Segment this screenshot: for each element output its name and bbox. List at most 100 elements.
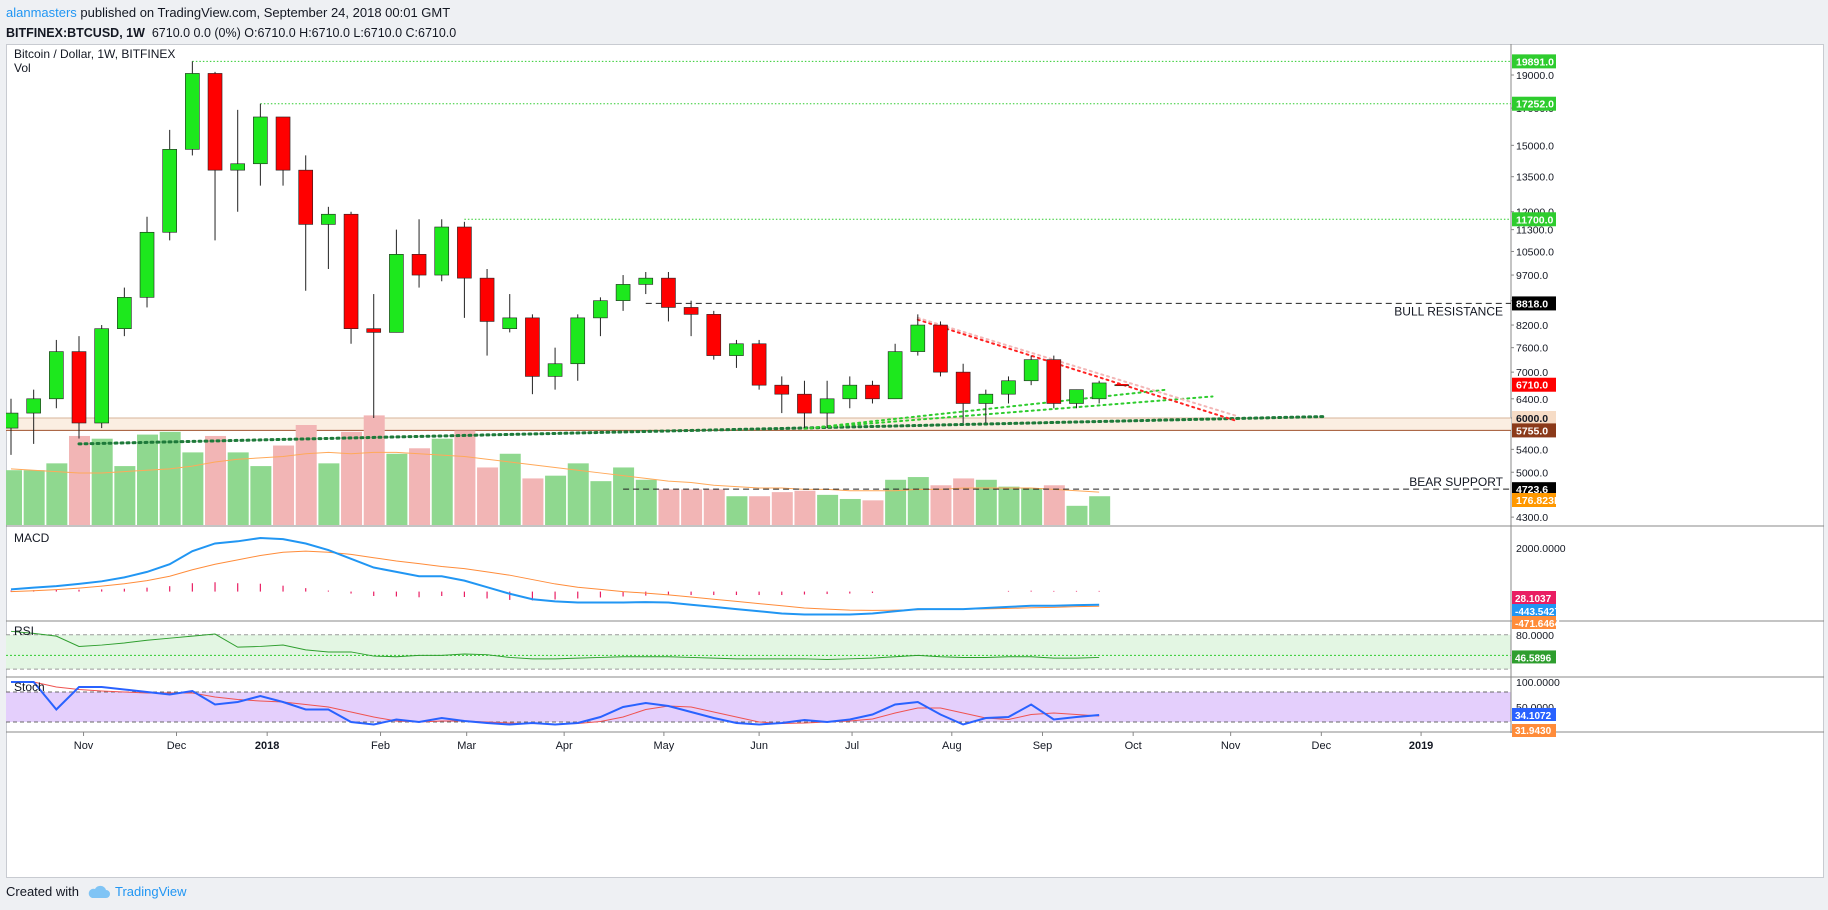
- volume-bar: [137, 434, 159, 525]
- candle-body: [230, 163, 245, 171]
- time-label: Aug: [942, 740, 962, 752]
- rsi-tick-label: 80.0000: [1516, 630, 1554, 642]
- candle-body: [479, 277, 495, 322]
- macd-title: MACD: [14, 531, 50, 545]
- level-label-bg: [1512, 96, 1556, 111]
- candle-body: [1023, 359, 1039, 382]
- stoch-k-value-label: 34.1072: [1515, 711, 1552, 722]
- volume-bar: [6, 470, 22, 525]
- level-text: BEAR SUPPORT: [1409, 475, 1503, 489]
- stoch-title: Stoch: [14, 680, 45, 694]
- time-label: Feb: [371, 740, 390, 752]
- volume-bar: [1043, 485, 1065, 525]
- rsi-line: [10, 630, 1100, 661]
- candle-body: [411, 254, 427, 276]
- volume-bar: [658, 489, 680, 525]
- volume-bar: [409, 448, 431, 525]
- publish-line: alanmasters published on TradingView.com…: [6, 3, 456, 23]
- symbol-label: BITFINEX:BTCUSD, 1W: [6, 26, 145, 40]
- volume-bar: [567, 463, 589, 525]
- last-price-label: 6710.0: [1516, 380, 1548, 392]
- volume-bar: [930, 485, 952, 525]
- rsi-band: [6, 634, 1511, 670]
- volume-bar: [91, 438, 113, 525]
- macd-tick-label: 2000.0000: [1516, 543, 1566, 555]
- volume-bar: [885, 479, 907, 525]
- candle-body: [6, 412, 19, 429]
- rsi-value-bg: [1512, 650, 1556, 664]
- candle-body: [1091, 382, 1107, 400]
- trend-line: [916, 318, 1237, 422]
- stoch-d-value-bg: [1512, 724, 1556, 737]
- author-link[interactable]: alanmasters: [6, 5, 77, 20]
- cloud-logo-icon: [88, 885, 110, 898]
- candle-body: [525, 317, 540, 377]
- volume-bar: [363, 415, 385, 525]
- rsi-title: RSI: [14, 624, 34, 638]
- volume-bar: [454, 430, 476, 525]
- price-tick-label: 19000.0: [1516, 70, 1554, 82]
- zone-top-label-bg: [1512, 411, 1556, 425]
- level-label-bg: [1512, 296, 1556, 311]
- price-tick-label: 13500.0: [1516, 172, 1554, 184]
- volume-bar: [839, 498, 861, 525]
- quote-values: 6710.0 0.0 (0%) O:6710.0 H:6710.0 L:6710…: [151, 26, 457, 40]
- volume-bar: [273, 445, 295, 525]
- price-tick-label: 4300.0: [1516, 512, 1548, 524]
- volume-bar: [703, 489, 725, 525]
- volume-bar: [227, 452, 249, 525]
- time-label: Dec: [1312, 740, 1332, 752]
- candle-body: [842, 384, 858, 400]
- volume-bar: [431, 438, 453, 525]
- trend-line: [803, 395, 1214, 430]
- volume-value-label: 176.823K: [1516, 495, 1562, 507]
- level-label: 19891.0: [1516, 56, 1554, 68]
- price-tick-label: 8200.0: [1516, 320, 1548, 332]
- volume-bar: [749, 496, 771, 525]
- volume-bar: [817, 494, 839, 525]
- volume-bar: [794, 490, 816, 525]
- time-label: 2018: [255, 740, 279, 752]
- chart-header: alanmasters published on TradingView.com…: [6, 3, 456, 43]
- macd-value-bg: [1512, 616, 1556, 629]
- volume-bar: [386, 453, 408, 525]
- time-label: 2019: [1409, 740, 1433, 752]
- time-label: Jun: [750, 740, 768, 752]
- time-label: Nov: [1221, 740, 1241, 752]
- candle-body: [683, 307, 699, 315]
- candle-body: [615, 284, 631, 301]
- price-tick-label: 10500.0: [1516, 246, 1554, 258]
- candle-body: [434, 226, 450, 276]
- volume-bar: [545, 475, 567, 525]
- candle-body: [774, 384, 790, 395]
- candle-body: [343, 213, 359, 329]
- volume-bar: [69, 435, 91, 525]
- candle-body: [502, 317, 518, 329]
- candle-body: [593, 300, 608, 319]
- candle-body: [1046, 359, 1062, 404]
- level-label-bg: [1512, 212, 1556, 227]
- zone-bottom-label: 5755.0: [1516, 425, 1548, 437]
- candle-body: [207, 73, 223, 171]
- level-label-bg: [1512, 54, 1556, 69]
- created-with-text: Created with: [6, 884, 79, 899]
- candle-body: [1069, 389, 1084, 404]
- macd-value-label: -443.5427: [1515, 607, 1560, 618]
- volume-bar: [318, 463, 340, 525]
- price-tick-label: 9700.0: [1516, 270, 1548, 282]
- chart-title: Bitcoin / Dollar, 1W, BITFINEX: [14, 47, 175, 61]
- tradingview-brand[interactable]: TradingView: [87, 884, 187, 899]
- time-label: Oct: [1125, 740, 1142, 752]
- volume-bar: [1066, 505, 1088, 525]
- volume-value-label-bg: [1512, 493, 1556, 507]
- candle-body: [978, 393, 994, 404]
- stoch-d-value-label: 31.9430: [1515, 726, 1552, 737]
- price-tick-label: 5400.0: [1516, 444, 1548, 456]
- level-label: 11700.0: [1516, 214, 1554, 226]
- tradingview-label[interactable]: TradingView: [114, 884, 187, 899]
- trend-line: [916, 316, 1237, 417]
- candle-body: [117, 297, 132, 329]
- stoch-k-line: [11, 681, 1100, 726]
- candle-body: [729, 343, 744, 356]
